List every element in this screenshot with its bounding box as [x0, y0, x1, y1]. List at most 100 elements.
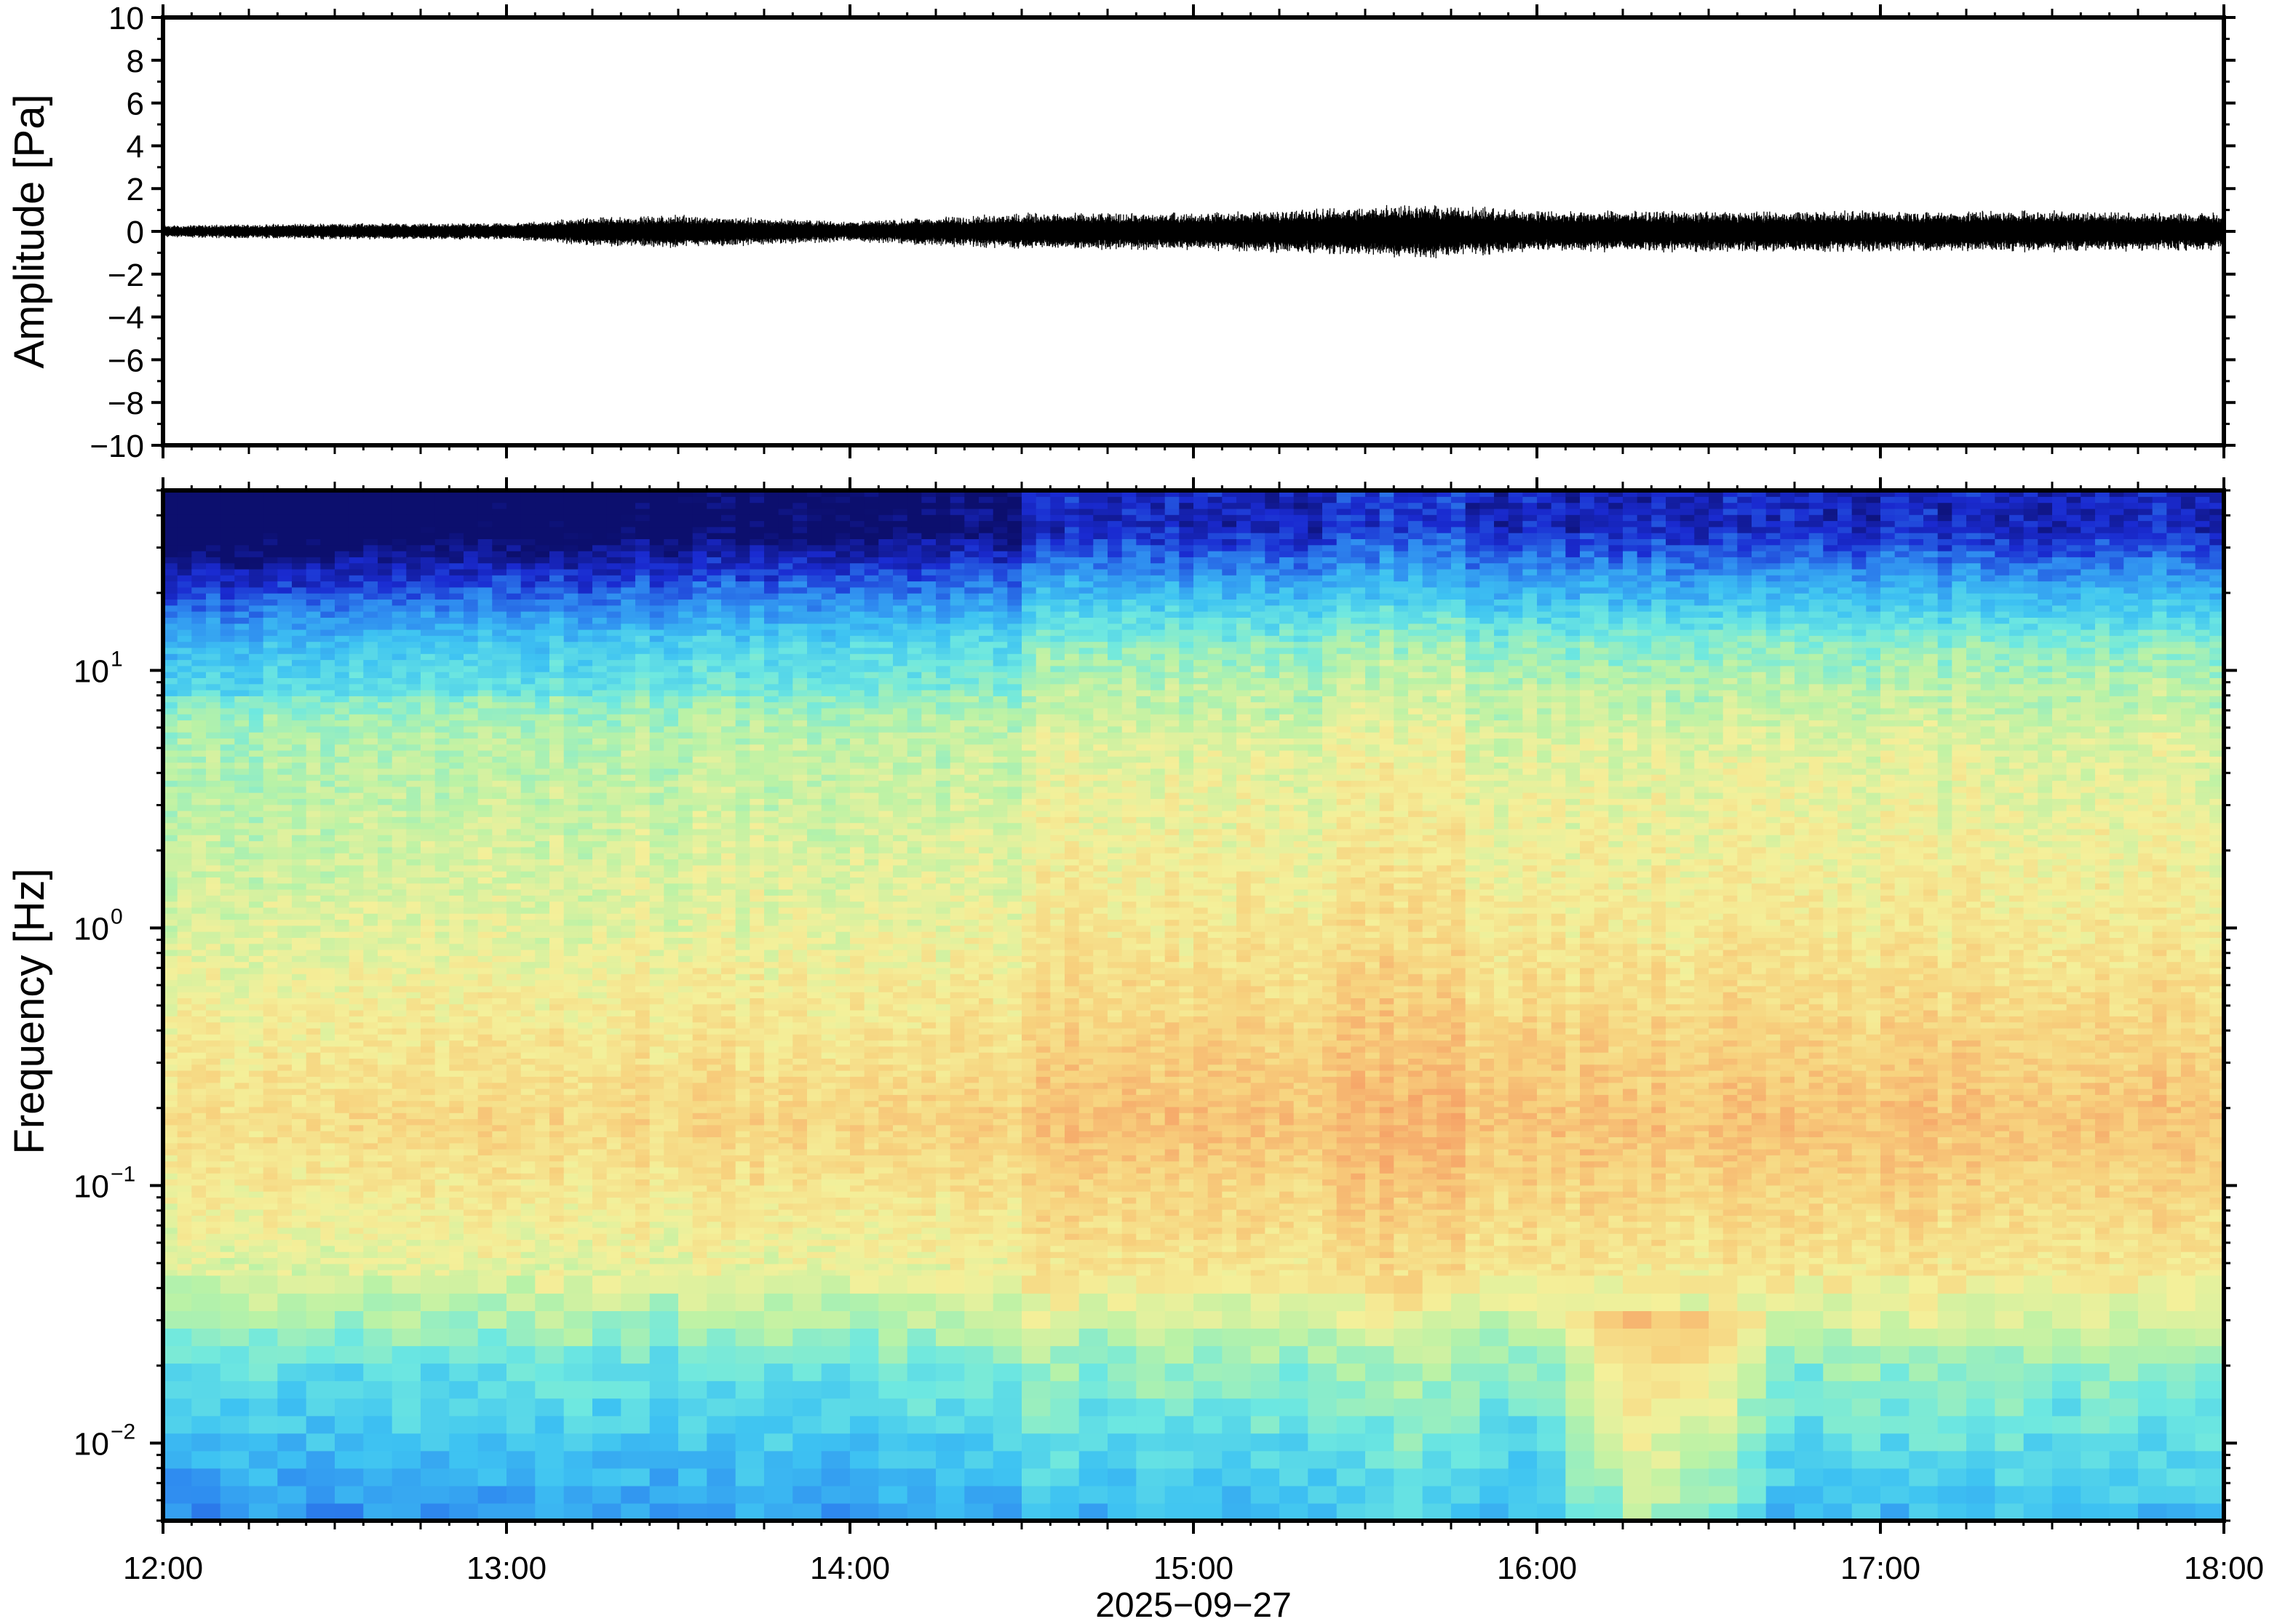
heatmap-cell	[649, 895, 664, 902]
heatmap-cell	[349, 1027, 364, 1035]
heatmap-cell	[163, 1016, 178, 1023]
heatmap-cell	[249, 756, 264, 763]
heatmap-cell	[378, 786, 393, 793]
heatmap-cell	[664, 774, 679, 781]
heatmap-cell	[520, 913, 536, 920]
heatmap-cell	[664, 943, 679, 950]
heatmap-cell	[320, 526, 335, 533]
heatmap-cell	[177, 557, 192, 564]
heatmap-cell	[163, 562, 178, 570]
heatmap-cell	[421, 943, 436, 950]
heatmap-cell	[320, 883, 335, 890]
heatmap-cell	[649, 714, 664, 721]
heatmap-cell	[464, 720, 479, 727]
heatmap-cell	[578, 557, 593, 564]
heatmap-cell	[363, 1034, 378, 1041]
heatmap-cell	[406, 822, 421, 829]
heatmap-cell	[506, 937, 522, 944]
heatmap-cell	[263, 1034, 278, 1041]
heatmap-cell	[621, 502, 636, 509]
heatmap-cell	[349, 943, 364, 950]
heatmap-cell	[549, 943, 565, 950]
heatmap-cell	[263, 1185, 278, 1192]
heatmap-cell	[263, 653, 278, 661]
heatmap-cell	[220, 1257, 235, 1265]
heatmap-cell	[378, 974, 393, 981]
heatmap-cell	[206, 725, 221, 733]
heatmap-cell	[664, 538, 679, 546]
heatmap-cell	[449, 804, 464, 811]
heatmap-cell	[649, 1058, 664, 1065]
heatmap-cell	[234, 1076, 250, 1083]
heatmap-cell	[177, 575, 192, 582]
heatmap-cell	[378, 943, 393, 950]
heatmap-cell	[177, 732, 192, 739]
heatmap-cell	[220, 937, 235, 944]
heatmap-cell	[349, 1227, 364, 1234]
heatmap-cell	[421, 551, 436, 557]
heatmap-cell	[177, 720, 192, 727]
heatmap-cell	[635, 992, 651, 998]
heatmap-cell	[392, 562, 407, 570]
heatmap-cell	[249, 544, 264, 552]
heatmap-cell	[306, 883, 321, 890]
heatmap-cell	[249, 1257, 264, 1265]
heatmap-cell	[306, 750, 321, 757]
heatmap-cell	[549, 992, 565, 998]
heatmap-cell	[635, 816, 651, 824]
heatmap-cell	[678, 1082, 694, 1089]
heatmap-cell	[206, 1155, 221, 1162]
heatmap-cell	[477, 1233, 493, 1241]
heatmap-cell	[563, 811, 579, 817]
heatmap-cell	[320, 1010, 335, 1016]
heatmap-cell	[664, 623, 679, 630]
heatmap-cell	[434, 792, 450, 799]
heatmap-cell	[664, 1257, 679, 1265]
heatmap-cell	[277, 1064, 293, 1071]
heatmap-cell	[563, 937, 579, 944]
heatmap-cell	[477, 544, 493, 552]
heatmap-cell	[292, 520, 307, 528]
heatmap-cell	[477, 786, 493, 793]
heatmap-cell	[621, 804, 636, 811]
heatmap-cell	[606, 1221, 621, 1228]
heatmap-cell	[678, 647, 694, 654]
heatmap-cell	[406, 714, 421, 721]
heatmap-cell	[434, 672, 450, 678]
heatmap-cell	[449, 659, 464, 666]
heatmap-cell	[249, 859, 264, 866]
heatmap-cell	[434, 1082, 450, 1089]
heatmap-cell	[520, 1251, 536, 1258]
heatmap-cell	[335, 1052, 350, 1059]
heatmap-cell	[163, 581, 178, 588]
heatmap-cell	[263, 1245, 278, 1252]
heatmap-cell	[191, 840, 207, 848]
heatmap-cell	[163, 520, 178, 528]
heatmap-cell	[549, 853, 565, 860]
heatmap-cell	[392, 1058, 407, 1065]
heatmap-cell	[206, 701, 221, 709]
heatmap-cell	[349, 1197, 364, 1204]
heatmap-cell	[649, 514, 664, 522]
heatmap-cell	[506, 659, 522, 666]
heatmap-cell	[206, 1046, 221, 1053]
heatmap-cell	[464, 943, 479, 950]
heatmap-cell	[392, 1076, 407, 1083]
heatmap-cell	[434, 1010, 450, 1016]
heatmap-cell	[320, 617, 335, 624]
heatmap-cell	[434, 1142, 450, 1150]
heatmap-cell	[520, 1112, 536, 1120]
heatmap-cell	[206, 840, 221, 848]
heatmap-cell	[434, 1003, 450, 1011]
heatmap-cell	[191, 895, 207, 902]
heatmap-cell	[421, 846, 436, 853]
heatmap-cell	[206, 961, 221, 968]
heatmap-cell	[277, 1257, 293, 1265]
heatmap-cell	[664, 1185, 679, 1192]
heatmap-cell	[191, 816, 207, 824]
heatmap-cell	[406, 883, 421, 890]
heatmap-cell	[363, 653, 378, 661]
heatmap-cell	[306, 653, 321, 661]
heatmap-cell	[520, 1118, 536, 1126]
heatmap-cell	[177, 998, 192, 1005]
